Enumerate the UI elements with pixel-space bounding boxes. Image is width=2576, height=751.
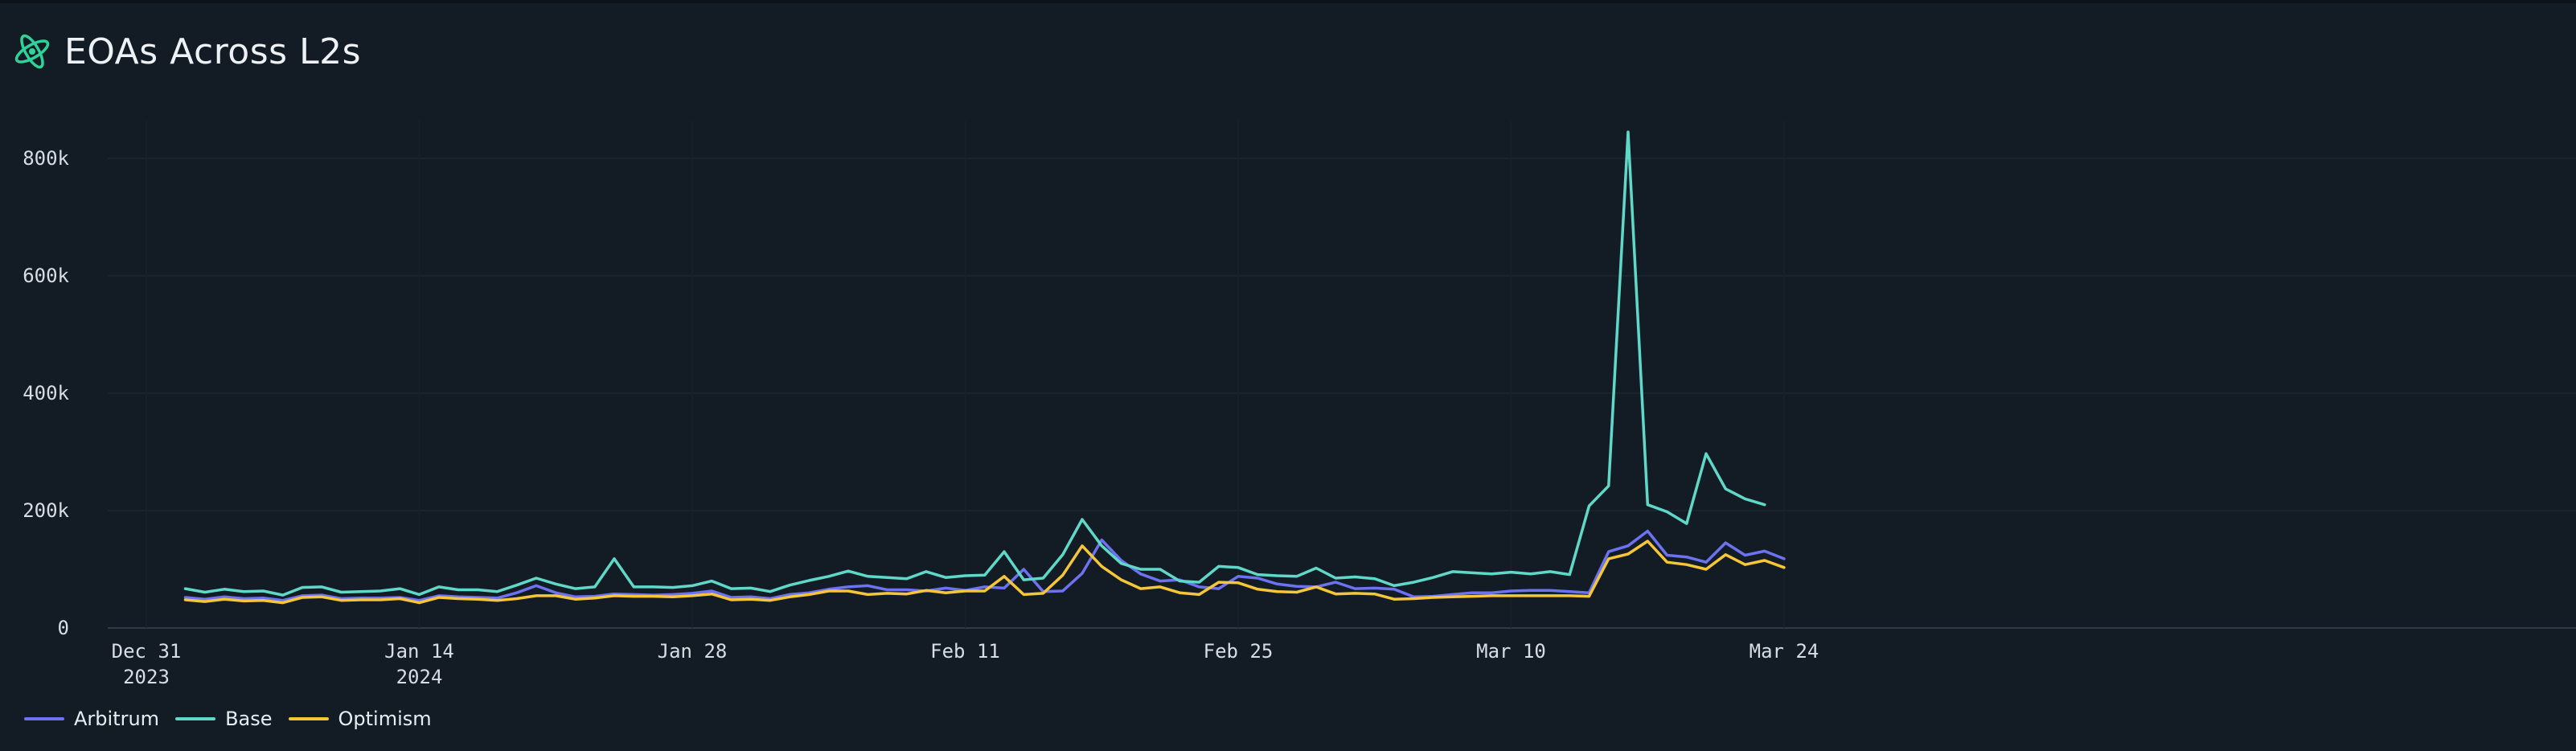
legend: Arbitrum Base Optimism <box>24 708 432 730</box>
grid-lines <box>108 121 2576 629</box>
series-line-arbitrum[interactable] <box>183 529 1786 602</box>
legend-swatch-base <box>175 717 216 720</box>
legend-item-arbitrum[interactable]: Arbitrum <box>24 708 159 730</box>
x-tick-label: Mar 10 <box>1476 640 1546 663</box>
x-tick-label: Mar 24 <box>1749 640 1819 663</box>
legend-item-base[interactable]: Base <box>175 708 273 730</box>
legend-label-base: Base <box>225 708 273 730</box>
legend-label-arbitrum: Arbitrum <box>74 708 160 730</box>
series-lines <box>183 130 1786 605</box>
x-tick-label: Feb 11 <box>930 640 1000 663</box>
chart-title: EOAs Across L2s <box>64 31 361 72</box>
x-axis: Dec 31 2023 Jan 14 2024 Jan 28 Feb 11 Feb 25 Ma… <box>112 640 1819 688</box>
y-tick-label: 400k <box>23 382 69 404</box>
x-tick-label: Jan 28 <box>658 640 728 663</box>
x-tick-label: Feb 25 <box>1204 640 1274 663</box>
x-tick-label: 2023 <box>123 666 170 688</box>
y-tick-label: 200k <box>23 499 69 522</box>
x-tick-label: 2024 <box>396 666 443 688</box>
legend-item-optimism[interactable]: Optimism <box>288 708 432 730</box>
orbit-logo-icon <box>14 34 50 69</box>
legend-label-optimism: Optimism <box>338 708 432 730</box>
chart-header: EOAs Across L2s <box>11 27 361 76</box>
y-tick-label: 600k <box>23 265 69 287</box>
x-tick-label: Dec 31 <box>112 640 182 663</box>
y-tick-label: 0 <box>58 617 69 639</box>
series-line-base[interactable] <box>183 130 1766 597</box>
legend-swatch-arbitrum <box>24 717 64 720</box>
series-line-optimism[interactable] <box>183 540 1786 605</box>
x-tick-label: Jan 14 <box>384 640 454 663</box>
y-tick-label: 800k <box>23 147 69 170</box>
legend-swatch-optimism <box>288 717 329 720</box>
top-border <box>0 0 2576 3</box>
y-axis: 0 200k 400k 600k 800k <box>23 147 69 639</box>
